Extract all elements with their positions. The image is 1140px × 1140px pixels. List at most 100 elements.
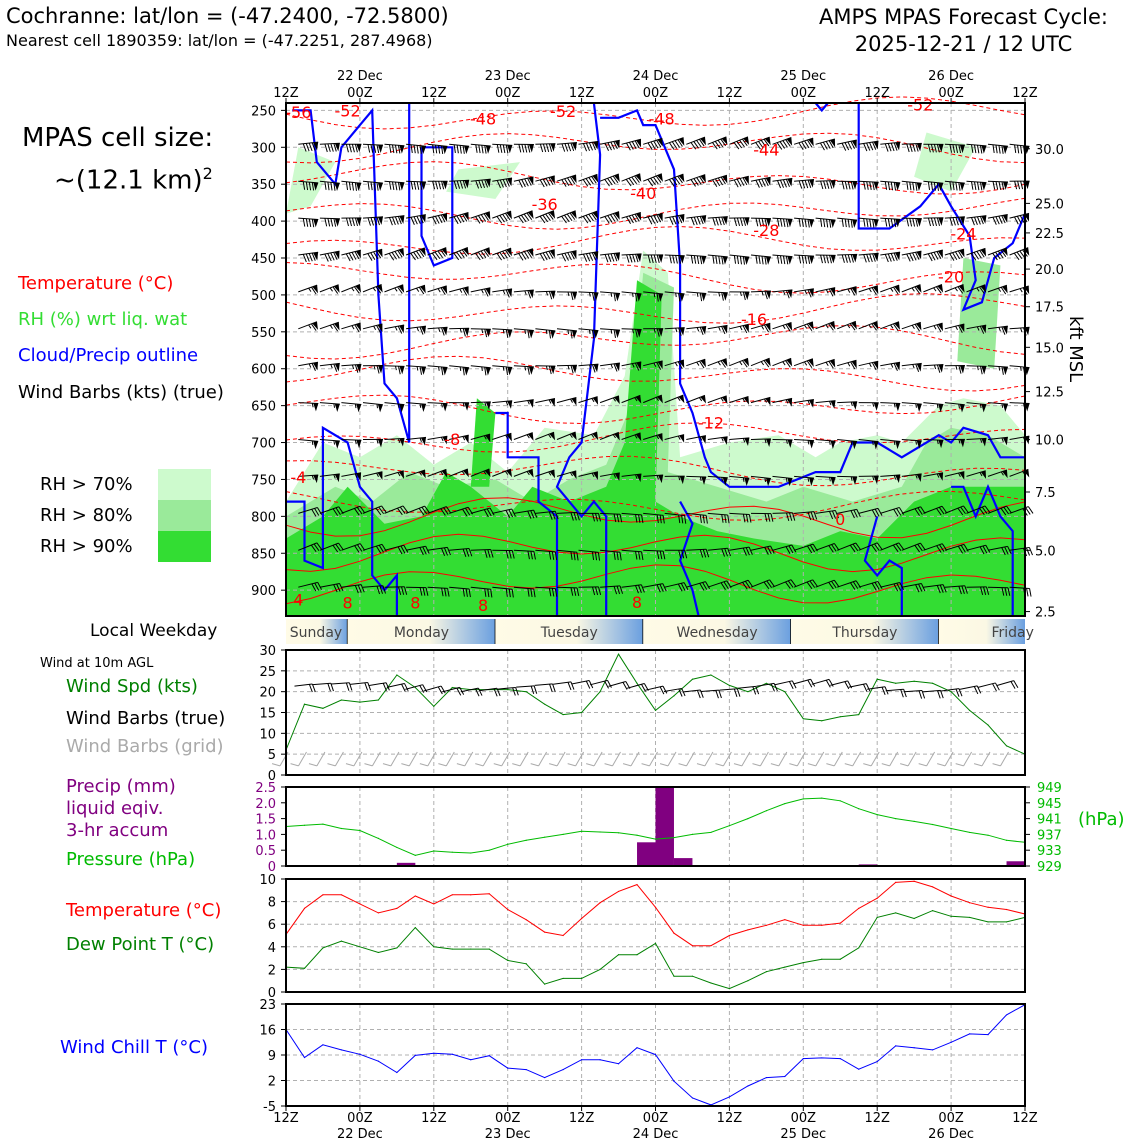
xs-wind-barb — [794, 217, 815, 228]
xs-wind-barb — [556, 431, 577, 441]
grid-wind-barb — [401, 751, 418, 767]
top-time-label-3: 00Z — [495, 86, 521, 101]
xs-wind-barb — [470, 365, 491, 376]
grid-wind-barb — [789, 751, 806, 767]
true-wind-barb — [386, 682, 409, 692]
windchill-panel-ylabel-4: 23 — [259, 998, 276, 1013]
xs-wind-barb — [298, 141, 319, 152]
xs-wind-barb — [298, 251, 319, 263]
xs-wind-barb — [707, 291, 728, 301]
windchill-point — [932, 1049, 934, 1051]
xs-wind-barb — [405, 284, 426, 295]
wind-panel-ylabel-0: 0 — [268, 769, 276, 784]
xs-wind-barb — [794, 439, 815, 449]
xs-wind-barb — [513, 143, 534, 153]
xs-wind-barb — [729, 217, 750, 227]
true-wind-barb — [922, 689, 944, 699]
wind-speed-series — [285, 653, 1026, 755]
xs-wind-barb — [664, 434, 685, 443]
xs-wind-barb — [837, 320, 857, 331]
xs-wind-barb — [858, 507, 883, 518]
temp-panel-ylabel-2: 4 — [268, 941, 276, 956]
windchill-point — [673, 1080, 675, 1082]
xs-pressure-label-6: 550 — [251, 326, 276, 341]
bottom-time-label-6: 12Z — [717, 1111, 743, 1126]
xs-wind-barb — [1009, 365, 1030, 376]
pressure-point — [765, 810, 767, 812]
xs-wind-barb — [815, 509, 839, 520]
xs-wind-barb — [470, 468, 491, 478]
xs-wind-barb — [987, 325, 1008, 335]
grid-wind-barb — [955, 751, 973, 767]
xs-wind-barb — [1009, 326, 1030, 336]
xs-wind-barb — [341, 283, 362, 294]
xs-wind-barb — [535, 365, 556, 375]
xs-wind-barb — [815, 400, 836, 409]
true-wind-barb — [497, 686, 519, 696]
weekday-label: Local Weekday — [90, 621, 218, 641]
true-wind-barb — [516, 685, 538, 695]
wind-speed-point — [303, 703, 306, 705]
xs-pressure-label-10: 750 — [251, 473, 276, 488]
temperature-point — [488, 893, 490, 895]
grid-wind-barb — [290, 751, 307, 767]
dewpoint-point — [821, 958, 823, 960]
xs-wind-barb — [600, 291, 621, 302]
windchill-point — [581, 1059, 583, 1061]
xs-wind-barb — [750, 512, 774, 522]
bottom-time-label-10: 12Z — [1012, 1111, 1038, 1126]
xs-wind-barb — [492, 432, 512, 442]
xs-kft-label-5: 15.0 — [1035, 341, 1064, 356]
xs-wind-barb — [880, 321, 900, 331]
true-wind-barb — [682, 689, 704, 699]
temp-panel-ylabel-4: 8 — [268, 896, 276, 911]
xs-pressure-label-5: 500 — [251, 289, 276, 304]
wind-speed-point — [599, 691, 601, 693]
location-title: Cochranne: lat/lon = (-47.2400, -72.5800… — [6, 4, 449, 28]
grid-wind-barb — [308, 751, 326, 767]
xs-wind-barb — [987, 143, 1008, 155]
xs-pressure-label-12: 850 — [251, 547, 276, 562]
xs-wind-barb — [643, 360, 663, 370]
xs-wind-barb — [643, 173, 663, 187]
xs-wind-barb — [470, 433, 491, 443]
rh-area-0-3 — [914, 132, 976, 192]
legend-wind-barbs: Wind Barbs (kts) (true) — [18, 382, 224, 403]
xs-wind-barb — [901, 142, 922, 153]
true-wind-barb — [663, 687, 686, 697]
pressure-point — [396, 846, 398, 849]
xs-wind-barb — [923, 472, 944, 481]
xs-wind-barb — [556, 210, 577, 224]
xs-wind-barb — [449, 212, 469, 225]
temp-label-8: -36 — [532, 195, 558, 214]
xs-wind-barb — [384, 505, 409, 516]
xs-wind-barb — [470, 507, 495, 518]
xs-wind-barb — [858, 475, 879, 485]
xs-wind-barb — [1009, 402, 1030, 412]
pressure-point — [728, 825, 731, 827]
true-wind-barb — [553, 681, 575, 691]
true-wind-barb — [423, 685, 446, 695]
grid-wind-barb — [770, 751, 788, 767]
xs-wind-barb — [449, 586, 471, 598]
rh-area-0-2 — [446, 162, 520, 199]
xs-wind-barb — [729, 136, 750, 150]
xs-wind-barb — [384, 143, 405, 154]
windchill-panel-ylabel-0: -5 — [263, 1100, 276, 1115]
windchill-point — [617, 1063, 620, 1065]
xs-wind-barb — [535, 210, 556, 224]
xs-wind-barb — [686, 174, 706, 187]
xs-wind-barb — [427, 586, 450, 597]
xs-wind-barb — [535, 328, 556, 339]
windchill-point — [765, 1076, 767, 1079]
xs-wind-barb — [815, 439, 836, 450]
grid-wind-barb — [419, 751, 437, 767]
dewpoint-point — [654, 942, 657, 945]
xs-wind-barb — [966, 247, 987, 261]
xs-wind-barb — [750, 357, 771, 368]
true-wind-barb — [479, 687, 501, 697]
xs-wind-barb — [621, 432, 642, 442]
xs-wind-barb — [729, 475, 750, 487]
xs-wind-barb — [470, 586, 493, 598]
temp-label-13: -12 — [698, 414, 724, 433]
